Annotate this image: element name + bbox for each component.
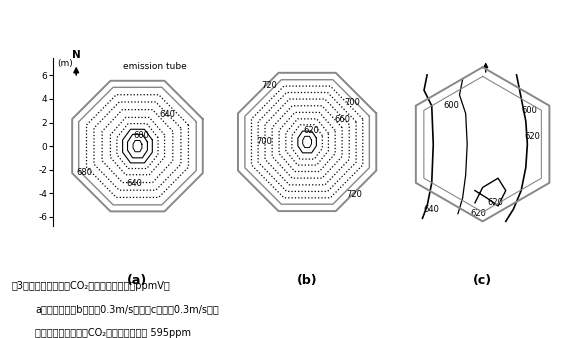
- Text: 720: 720: [261, 81, 278, 90]
- Text: N: N: [72, 50, 81, 60]
- Text: 700: 700: [344, 98, 360, 106]
- Text: (a): (a): [128, 274, 147, 287]
- Text: (m): (m): [57, 59, 73, 68]
- Text: (b): (b): [297, 274, 318, 287]
- Text: 600: 600: [444, 101, 460, 110]
- Text: emission tube: emission tube: [123, 62, 187, 71]
- Text: 640: 640: [159, 110, 175, 119]
- Text: 700: 700: [257, 138, 273, 146]
- Text: 720: 720: [346, 190, 363, 199]
- Text: 620: 620: [487, 198, 503, 208]
- Text: 640: 640: [126, 179, 142, 188]
- Text: 600: 600: [133, 131, 149, 140]
- Text: 640: 640: [424, 204, 440, 214]
- Text: 図3．群落高におけるCO₂濃度の水平分布（ppmV）: 図3．群落高におけるCO₂濃度の水平分布（ppmV）: [12, 281, 170, 291]
- Text: 620: 620: [524, 132, 540, 141]
- Text: 680: 680: [77, 168, 92, 176]
- Text: リング中央におけるCO₂濃度の設定値は 595ppm: リング中央におけるCO₂濃度の設定値は 595ppm: [35, 328, 191, 338]
- Text: 620: 620: [303, 126, 319, 135]
- Text: a）全風速域、b）風速0.3m/s以下、c）風速0.3m/s以上: a）全風速域、b）風速0.3m/s以下、c）風速0.3m/s以上: [35, 304, 219, 314]
- Text: 600: 600: [521, 106, 537, 115]
- Text: 620: 620: [470, 209, 486, 218]
- Text: 660: 660: [334, 115, 350, 124]
- Text: (c): (c): [473, 274, 492, 287]
